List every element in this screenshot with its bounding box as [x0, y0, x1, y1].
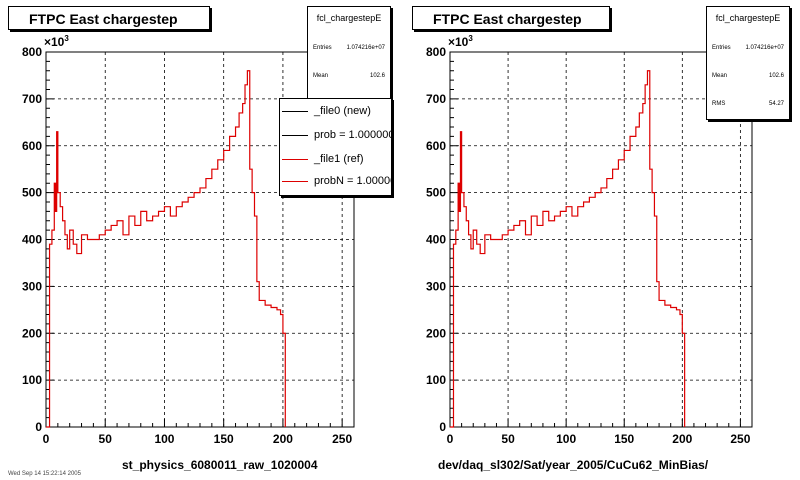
x-tick-label-left: 250: [332, 432, 352, 446]
y-tick-label-right: 300: [426, 279, 446, 293]
series-line-left-0: [46, 70, 286, 428]
plot-title-left-text: FTPC East chargestep: [29, 11, 178, 27]
y-exponent-left: ×103: [44, 34, 69, 49]
legend-label: _file1 (ref): [314, 153, 364, 165]
y-tick-label-left: 200: [22, 326, 42, 340]
y-exponent-left-power: 3: [64, 34, 69, 43]
y-tick-label-left: 300: [22, 279, 42, 293]
y-tick-label-right: 500: [426, 186, 446, 200]
plot-title-right-text: FTPC East chargestep: [433, 11, 582, 27]
y-tick-label-left: 100: [22, 373, 42, 387]
x-axis-title-left: st_physics_6080011_raw_1020004: [122, 458, 318, 472]
legend-entry-ref: _file1 (ref): [282, 149, 364, 169]
y-exponent-right-power: 3: [468, 34, 473, 43]
legend-box: _file0 (new) prob = 1.000000 _file1 (ref…: [279, 98, 392, 196]
stats-box-left: fcl_chargestepE Entries 1.074216e+07 Mea…: [307, 6, 391, 104]
legend-swatch: [282, 158, 308, 160]
stats-row-rms-right: RMS 54.27: [712, 101, 784, 107]
stats-row-mean-left: Mean 102.6: [313, 73, 385, 79]
y-tick-label-right: 100: [426, 373, 446, 387]
y-tick-label-right: 0: [439, 420, 446, 434]
y-tick-label-right: 400: [426, 233, 446, 247]
y-exponent-right-base: ×10: [448, 35, 469, 49]
stats-value: 1.074216e+07: [745, 45, 784, 51]
series-line-right-0: [450, 70, 686, 428]
stats-row-entries-right: Entries 1.074216e+07: [712, 45, 784, 51]
x-tick-label-right: 250: [730, 432, 750, 446]
stats-box-right: fcl_chargestepE Entries 1.074216e+07 Mea…: [706, 6, 790, 120]
stats-label: Entries: [313, 45, 332, 51]
y-tick-label-right: 700: [426, 92, 446, 106]
y-tick-label-right: 200: [426, 326, 446, 340]
legend-label: _file0 (new): [314, 105, 371, 117]
stats-label: Mean: [313, 73, 329, 79]
x-tick-label-right: 100: [556, 432, 576, 446]
footer-timestamp: Wed Sep 14 15:22:14 2005: [8, 471, 81, 477]
y-exponent-left-base: ×10: [44, 35, 65, 49]
stats-histogram-name-right: fcl_chargestepE: [715, 13, 781, 23]
y-tick-label-left: 400: [22, 233, 42, 247]
plot-title-left: FTPC East chargestep: [8, 6, 210, 30]
legend-label: probN = 1.000000: [314, 175, 391, 187]
stats-row-entries-left: Entries 1.074216e+07: [313, 45, 385, 51]
legend-entry-new: _file0 (new): [282, 101, 371, 121]
plot-title-right: FTPC East chargestep: [412, 6, 610, 30]
legend-swatch: [282, 180, 308, 182]
x-tick-label-left: 100: [154, 432, 174, 446]
y-tick-label-left: 700: [22, 92, 42, 106]
stats-label: Mean: [712, 73, 728, 79]
stats-value: 1.074216e+07: [346, 45, 385, 51]
stats-value: 54.27: [768, 101, 784, 107]
y-tick-label-right: 800: [426, 45, 446, 59]
x-tick-label-right: 50: [501, 432, 515, 446]
x-tick-label-left: 150: [214, 432, 234, 446]
legend-swatch: [282, 110, 308, 112]
x-axis-title-right: dev/daq_sl302/Sat/year_2005/CuCu62_MinBi…: [438, 458, 709, 472]
y-tick-label-right: 600: [426, 139, 446, 153]
legend-entry-prob: prob = 1.000000: [282, 125, 392, 145]
x-tick-label-left: 50: [99, 432, 113, 446]
y-exponent-right: ×103: [448, 34, 473, 49]
legend-entry-probn: probN = 1.000000: [282, 171, 391, 191]
stats-row-mean-right: Mean 102.6: [712, 73, 784, 79]
y-tick-label-left: 600: [22, 139, 42, 153]
stats-histogram-name-left: fcl_chargestepE: [316, 13, 382, 23]
legend-label: prob = 1.000000: [314, 129, 392, 141]
stats-label: Entries: [712, 45, 731, 51]
y-tick-label-left: 500: [22, 186, 42, 200]
stats-value: 102.6: [768, 73, 784, 79]
y-tick-label-left: 0: [35, 420, 42, 434]
x-tick-label-left: 200: [273, 432, 293, 446]
stats-value: 102.6: [369, 73, 385, 79]
x-tick-label-right: 150: [614, 432, 634, 446]
y-tick-label-left: 800: [22, 45, 42, 59]
legend-swatch: [282, 134, 308, 136]
x-tick-label-left: 0: [43, 432, 50, 446]
stats-label: RMS: [712, 101, 726, 107]
x-tick-label-right: 200: [672, 432, 692, 446]
x-tick-label-right: 0: [447, 432, 454, 446]
